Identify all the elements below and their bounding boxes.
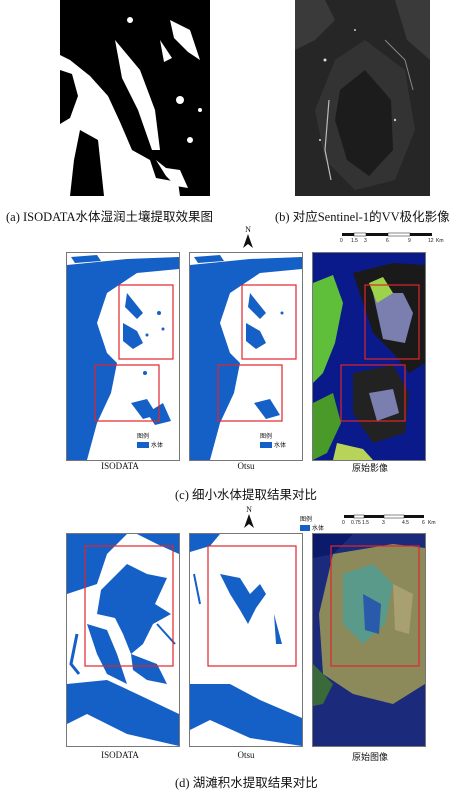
scale-c-unit: Km — [436, 238, 444, 244]
north-label-c: N — [245, 225, 251, 234]
map-d-otsu — [189, 533, 303, 747]
map-c-isodata: 图例 水体 — [66, 252, 180, 461]
sublabel-d-1: ISODATA — [101, 750, 139, 760]
legend-d-item: 水体 — [312, 526, 325, 532]
sublabel-c-1: ISODATA — [101, 461, 139, 471]
legend-c-swatch — [137, 441, 149, 448]
map-d-isodata — [66, 533, 180, 747]
scale-d-tick-4: 4.5 — [402, 520, 409, 526]
north-arrow-c: N — [242, 226, 254, 248]
panel-a-isodata-image — [60, 0, 210, 196]
scalebar-d — [342, 514, 432, 520]
north-arrow-d: N — [243, 506, 255, 528]
legend-c: 图例 水体 — [137, 431, 177, 457]
scale-d-tick-1: 0.75 — [351, 520, 361, 526]
north-arrow-c-icon — [243, 234, 253, 248]
legend-c-title: 图例 — [137, 434, 150, 440]
panel-b-sentinel-image — [295, 0, 430, 196]
scalebar-c — [340, 232, 440, 250]
north-arrow-d-icon — [244, 514, 254, 528]
scale-c-tick-5: 12 — [428, 238, 434, 244]
north-label-d: N — [246, 505, 252, 514]
legend-d-swatch — [300, 524, 310, 531]
legend-c-otsu-item: 水体 — [274, 443, 287, 449]
scale-d-tick-0: 0 — [342, 520, 345, 526]
scale-c-tick-0: 0 — [340, 238, 343, 244]
legend-d-title: 图例 — [300, 517, 313, 523]
sublabel-d-2: Otsu — [237, 750, 255, 760]
sublabel-c-2: Otsu — [237, 461, 255, 471]
legend-c-otsu-swatch — [260, 441, 272, 448]
caption-a: (a) ISODATA水体湿润土壤提取效果图 — [6, 210, 213, 224]
map-c-otsu: 图例 水体 — [189, 252, 303, 461]
legend-c-otsu-title: 图例 — [260, 434, 273, 440]
sublabel-c-3: 原始影像 — [351, 463, 388, 473]
scale-d-tick-2: 1.5 — [362, 520, 369, 526]
map-c-original — [312, 252, 426, 461]
caption-d: (d) 湖滩积水提取结果对比 — [175, 776, 318, 790]
caption-b: (b) 对应Sentinel-1的VV极化影像 — [275, 210, 450, 224]
scale-c-tick-4: 9 — [408, 238, 411, 244]
sublabel-d-3: 原始图像 — [351, 752, 388, 762]
scale-c-tick-2: 3 — [364, 238, 367, 244]
legend-d: 图例 水体 — [300, 514, 340, 534]
caption-c: (c) 细小水体提取结果对比 — [175, 488, 317, 502]
scale-d-tick-3: 3 — [382, 520, 385, 526]
scale-d-tick-5: 6 — [422, 520, 425, 526]
map-d-original — [312, 533, 426, 747]
scale-c-tick-1: 1.5 — [351, 238, 358, 244]
legend-c-item: 水体 — [151, 443, 164, 449]
scale-c-tick-3: 6 — [386, 238, 389, 244]
legend-c-otsu: 图例 水体 — [260, 431, 300, 457]
scale-d-unit: Km — [428, 520, 436, 526]
